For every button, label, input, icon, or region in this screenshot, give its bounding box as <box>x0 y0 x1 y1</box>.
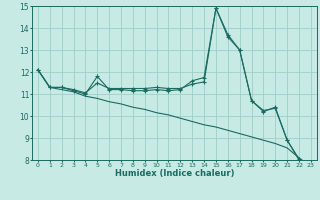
X-axis label: Humidex (Indice chaleur): Humidex (Indice chaleur) <box>115 169 234 178</box>
